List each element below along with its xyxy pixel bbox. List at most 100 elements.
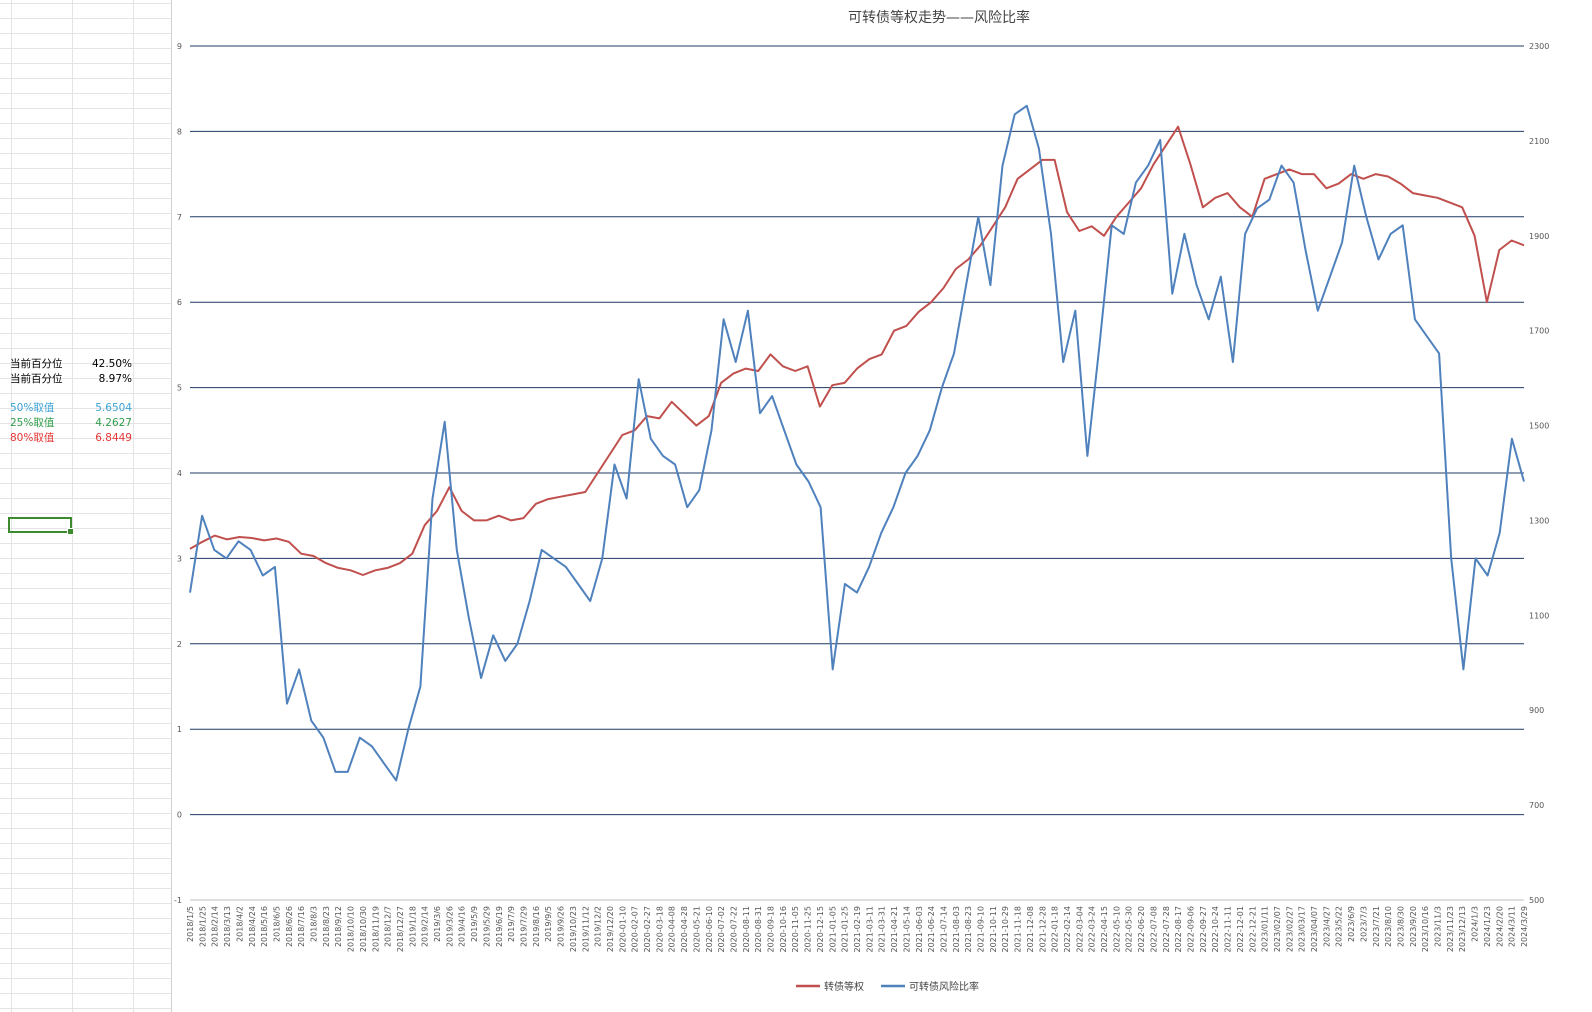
x-tick-label: 2021-07-14	[939, 906, 948, 953]
stat-row[interactable]: 80%取值 6.8449	[10, 431, 132, 446]
chart-legend[interactable]: 转债等权 可转债风险比率	[796, 980, 979, 993]
series-line	[189, 125, 1525, 576]
x-tick-label: 2023/01/11	[1261, 906, 1270, 952]
x-tick-label: 2023/03/17	[1298, 906, 1307, 952]
x-tick-label: 2021-06-24	[927, 906, 936, 953]
x-tick-label: 2018/12/7	[384, 906, 393, 947]
x-tick-label: 2023/4/27	[1322, 906, 1331, 947]
x-tick-label: 2020-02-27	[643, 906, 652, 953]
x-tick-label: 2024/3/29	[1520, 906, 1529, 947]
series-line	[189, 104, 1525, 782]
legend-label: 可转债风险比率	[909, 980, 979, 993]
x-tick-label: 2022-12-21	[1248, 906, 1257, 953]
x-tick-label: 2022-07-28	[1162, 906, 1171, 953]
x-tick-label: 2022-10-24	[1211, 906, 1220, 953]
y-right-tick-label: 2100	[1529, 137, 1549, 146]
x-tick-label: 2019/4/16	[458, 906, 467, 947]
x-tick-label: 2018/12/27	[396, 906, 405, 952]
x-tick-label: 2019/7/9	[507, 906, 516, 942]
x-tick-label: 2019/12/20	[606, 906, 615, 952]
x-tick-label: 2022-05-30	[1125, 906, 1134, 953]
x-tick-label: 2021-12-28	[1038, 906, 1047, 953]
x-tick-label: 2020-08-31	[754, 906, 763, 953]
y-right-tick-label: 700	[1529, 801, 1544, 810]
x-tick-label: 2022-04-15	[1100, 906, 1109, 953]
y-right-tick-label: 1700	[1529, 327, 1549, 336]
x-tick-label: 2021-05-14	[902, 906, 911, 953]
x-tick-label: 2019/2/14	[421, 906, 430, 947]
y-axis-left: -1 0 1 2 3 4 5 6 7 8 9	[174, 42, 182, 905]
x-tick-label: 2023/6/9	[1347, 906, 1356, 942]
x-tick-label: 2019/9/5	[544, 906, 553, 942]
x-tick-label: 2018/4/24	[248, 906, 257, 947]
x-tick-label: 2020-04-28	[680, 906, 689, 953]
y-left-tick-label: 2	[177, 640, 182, 649]
stat-label: 25%取值	[10, 417, 55, 429]
x-tick-label: 2018/10/30	[359, 906, 368, 952]
x-tick-label: 2023/02/27	[1285, 906, 1294, 952]
x-tick-label: 2021-03-11	[865, 906, 874, 953]
stat-label: 50%取值	[10, 402, 55, 414]
x-tick-label: 2023/8/30	[1396, 906, 1405, 947]
x-tick-label: 2021-12-08	[1026, 906, 1035, 953]
x-tick-label: 2020-12-15	[816, 906, 825, 953]
x-tick-label: 2018/8/23	[322, 906, 331, 947]
x-tick-label: 2021-08-23	[964, 906, 973, 953]
x-tick-label: 2018/6/5	[272, 906, 281, 942]
x-tick-label: 2018/5/16	[260, 906, 269, 947]
x-tick-label: 2023/7/3	[1359, 906, 1368, 942]
x-tick-label: 2018/7/16	[297, 906, 306, 947]
x-tick-label: 2018/8/3	[310, 906, 319, 942]
x-tick-label: 2019/1/18	[408, 906, 417, 947]
y-right-tick-label: 900	[1529, 706, 1544, 715]
stat-value: 4.2627	[95, 417, 132, 429]
x-tick-label: 2023/11/3	[1434, 906, 1443, 947]
x-tick-label: 2022-06-20	[1137, 906, 1146, 953]
x-tick-label: 2021-01-05	[828, 906, 837, 953]
grid-lines	[190, 45, 1524, 901]
x-tick-label: 2018/1/25	[198, 906, 207, 947]
x-tick-label: 2022-03-04	[1075, 906, 1084, 953]
y-right-tick-label: 1900	[1529, 232, 1549, 241]
x-tick-label: 2021-10-29	[1001, 906, 1010, 953]
fill-handle[interactable]	[67, 528, 74, 535]
stat-row[interactable]: 当前百分位 8.97%	[10, 372, 132, 387]
x-tick-label: 2021-02-19	[853, 906, 862, 953]
x-tick-label: 2024/2/20	[1495, 906, 1504, 947]
x-tick-label: 2023/12/13	[1458, 906, 1467, 952]
x-tick-label: 2021-04-21	[890, 906, 899, 953]
x-tick-label: 2021-03-31	[878, 906, 887, 953]
x-tick-label: 2020-07-22	[729, 906, 738, 953]
stat-row[interactable]: 25%取值 4.2627	[10, 416, 132, 431]
x-tick-label: 2020-10-16	[779, 906, 788, 953]
selected-cell[interactable]	[8, 517, 74, 535]
y-left-tick-label: 5	[177, 384, 182, 393]
chart-title: 可转债等权走势——风险比率	[848, 9, 1030, 26]
x-tick-label: 2021-08-03	[952, 906, 961, 953]
x-tick-label: 2021-11-18	[1014, 906, 1023, 953]
stat-row[interactable]: 50%取值 5.6504	[10, 401, 132, 416]
x-tick-label: 2021-10-11	[989, 906, 998, 953]
y-left-tick-label: 3	[177, 554, 182, 563]
y-left-tick-label: 8	[177, 127, 182, 136]
y-left-tick-label: 9	[177, 42, 182, 51]
x-tick-label: 2022-09-27	[1199, 906, 1208, 953]
y-right-tick-label: 2300	[1529, 42, 1549, 51]
x-tick-label: 2020-08-11	[742, 906, 751, 953]
x-tick-label: 2020-11-25	[804, 906, 813, 953]
y-right-tick-label: 1100	[1529, 611, 1549, 620]
x-tick-label: 2023/7/21	[1372, 906, 1381, 947]
x-tick-label: 2019/8/16	[532, 906, 541, 947]
x-tick-label: 2018/9/12	[334, 906, 343, 947]
spreadsheet-grid[interactable]	[0, 0, 172, 1012]
x-tick-label: 2019/7/29	[520, 906, 529, 947]
x-tick-label: 2022-12-01	[1236, 906, 1245, 953]
y-right-tick-label: 500	[1529, 896, 1544, 905]
stat-value: 8.97%	[98, 373, 132, 385]
y-right-tick-label: 1500	[1529, 422, 1549, 431]
x-tick-label: 2022-09-06	[1187, 906, 1196, 953]
x-tick-label: 2021-01-25	[841, 906, 850, 953]
stat-row[interactable]: 当前百分位 42.50%	[10, 357, 132, 372]
chart-area[interactable]: 可转债等权走势——风险比率 -1 0 1 2 3 4 5 6 7 8 9 500 700 900 1100…	[171, 0, 1592, 1012]
x-tick-label: 2020-04-08	[668, 906, 677, 953]
